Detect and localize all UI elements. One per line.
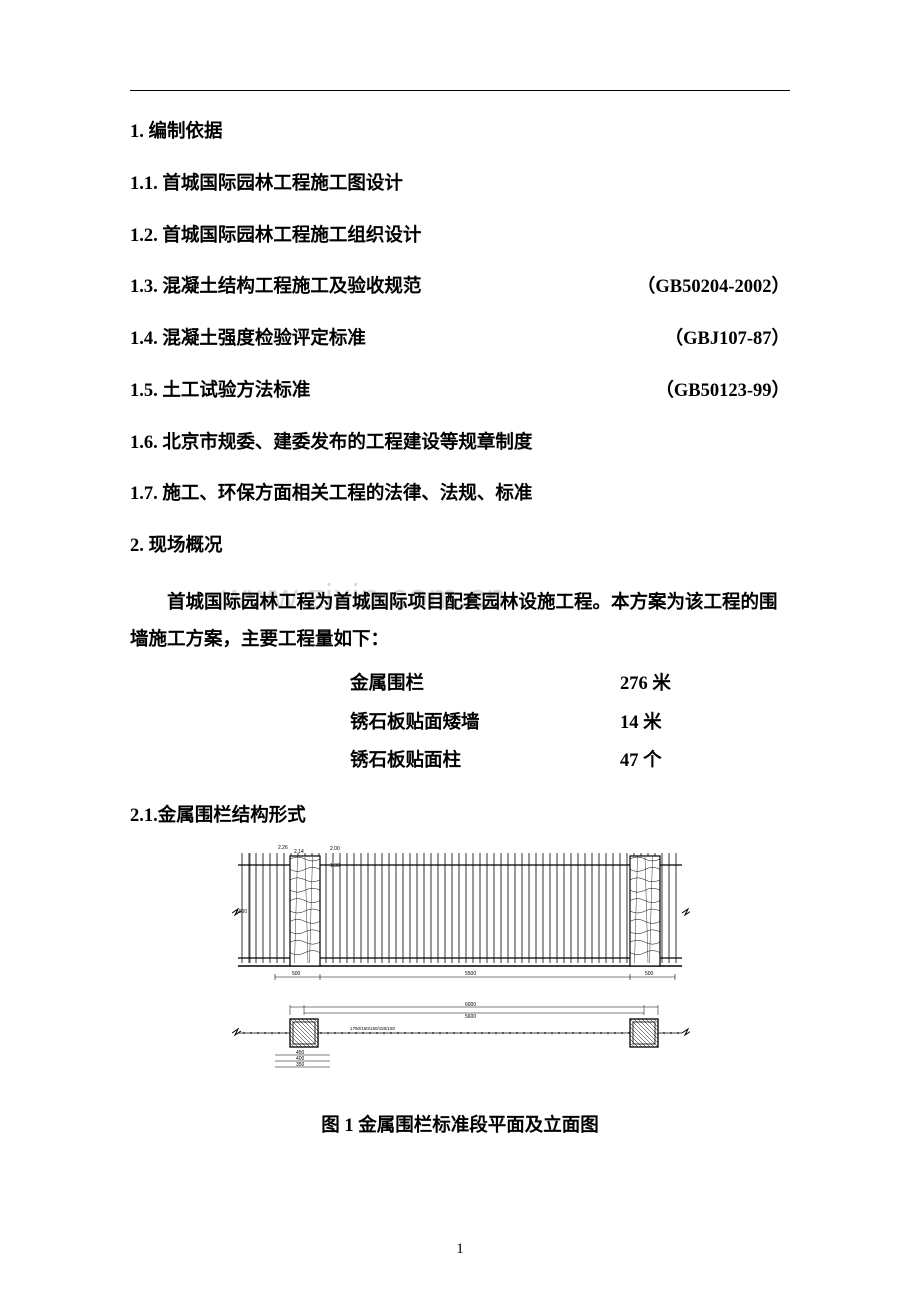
item-1-4-label: 1.4. 混凝土强度检验评定标准 bbox=[130, 326, 366, 354]
svg-text:500: 500 bbox=[292, 971, 301, 977]
qty-name: 锈石板贴面柱 bbox=[350, 742, 620, 781]
fence-drawing: 2.26 2.14 2.00 1.36 500 5500 500 6000 6000 5600 17… bbox=[230, 843, 690, 1093]
content: 1. 编制依据 1.1. 首城国际园林工程施工图设计 1.2. 首城国际园林工程… bbox=[130, 119, 790, 1137]
item-1: 1. 编制依据 bbox=[130, 119, 790, 147]
item-1-6: 1.6. 北京市规委、建委发布的工程建设等规章制度 bbox=[130, 430, 790, 458]
figure-1: 2.26 2.14 2.00 1.36 500 5500 500 6000 6000 5600 17… bbox=[130, 843, 790, 1137]
item-1-6-label: 1.6. 北京市规委、建委发布的工程建设等规章制度 bbox=[130, 430, 532, 458]
svg-text:1.36: 1.36 bbox=[330, 863, 340, 869]
svg-text:1750/150/150/150/150: 1750/150/150/150/150 bbox=[350, 1026, 396, 1031]
svg-text:500: 500 bbox=[645, 971, 654, 977]
page-number: 1 bbox=[0, 1241, 920, 1258]
item-1-5: 1.5. 土工试验方法标准 （GB50123-99） bbox=[130, 378, 790, 406]
item-1-1: 1.1. 首城国际园林工程施工图设计 bbox=[130, 171, 790, 199]
svg-text:350: 350 bbox=[296, 1062, 305, 1068]
item-1-5-label: 1.5. 土工试验方法标准 bbox=[130, 378, 310, 406]
item-2-label: 2. 现场概况 bbox=[130, 533, 223, 561]
qty-value: 47 个 bbox=[620, 742, 662, 781]
item-1-label: 1. 编制依据 bbox=[130, 119, 223, 147]
item-1-3: 1.3. 混凝土结构工程施工及验收规范 （GB50204-2002） bbox=[130, 274, 790, 302]
table-row: 金属围栏 276 米 bbox=[350, 665, 790, 704]
svg-text:2.14: 2.14 bbox=[294, 849, 304, 855]
svg-text:5500: 5500 bbox=[465, 971, 476, 977]
figure-1-caption: 图 1 金属围栏标准段平面及立面图 bbox=[130, 1111, 790, 1137]
table-row: 锈石板贴面矮墙 14 米 bbox=[350, 704, 790, 743]
qty-name: 金属围栏 bbox=[350, 665, 620, 704]
svg-text:6000: 6000 bbox=[465, 1002, 476, 1008]
item-1-4-ref: （GBJ107-87） bbox=[665, 326, 790, 354]
quantity-table: 金属围栏 276 米 锈石板贴面矮墙 14 米 锈石板贴面柱 47 个 bbox=[350, 665, 790, 782]
svg-text:2.26: 2.26 bbox=[278, 845, 288, 851]
item-1-5-ref: （GB50123-99） bbox=[655, 378, 790, 406]
paragraph: 首城国际园林工程为首城国际项目配套园林设施工程。本方案为该工程的围墙施工方案，主… bbox=[130, 585, 790, 659]
svg-text:5600: 5600 bbox=[465, 1014, 476, 1020]
item-1-1-label: 1.1. 首城国际园林工程施工图设计 bbox=[130, 171, 403, 199]
item-1-7: 1.7. 施工、环保方面相关工程的法律、法规、标准 bbox=[130, 481, 790, 509]
item-1-2-label: 1.2. 首城国际园林工程施工组织设计 bbox=[130, 223, 421, 251]
item-1-3-ref: （GB50204-2002） bbox=[637, 274, 790, 302]
item-1-7-label: 1.7. 施工、环保方面相关工程的法律、法规、标准 bbox=[130, 481, 532, 509]
svg-text:2.00: 2.00 bbox=[330, 846, 340, 852]
item-1-3-label: 1.3. 混凝土结构工程施工及验收规范 bbox=[130, 274, 421, 302]
top-rule bbox=[130, 90, 790, 91]
item-1-4: 1.4. 混凝土强度检验评定标准 （GBJ107-87） bbox=[130, 326, 790, 354]
table-row: 锈石板贴面柱 47 个 bbox=[350, 742, 790, 781]
qty-value: 276 米 bbox=[620, 665, 671, 704]
item-1-2: 1.2. 首城国际园林工程施工组织设计 bbox=[130, 223, 790, 251]
subheading-2-1: 2.1.金属围栏结构形式 bbox=[130, 801, 790, 827]
qty-value: 14 米 bbox=[620, 704, 662, 743]
qty-name: 锈石板贴面矮墙 bbox=[350, 704, 620, 743]
svg-text:6000: 6000 bbox=[236, 909, 247, 915]
item-2: 2. 现场概况 bbox=[130, 533, 790, 561]
